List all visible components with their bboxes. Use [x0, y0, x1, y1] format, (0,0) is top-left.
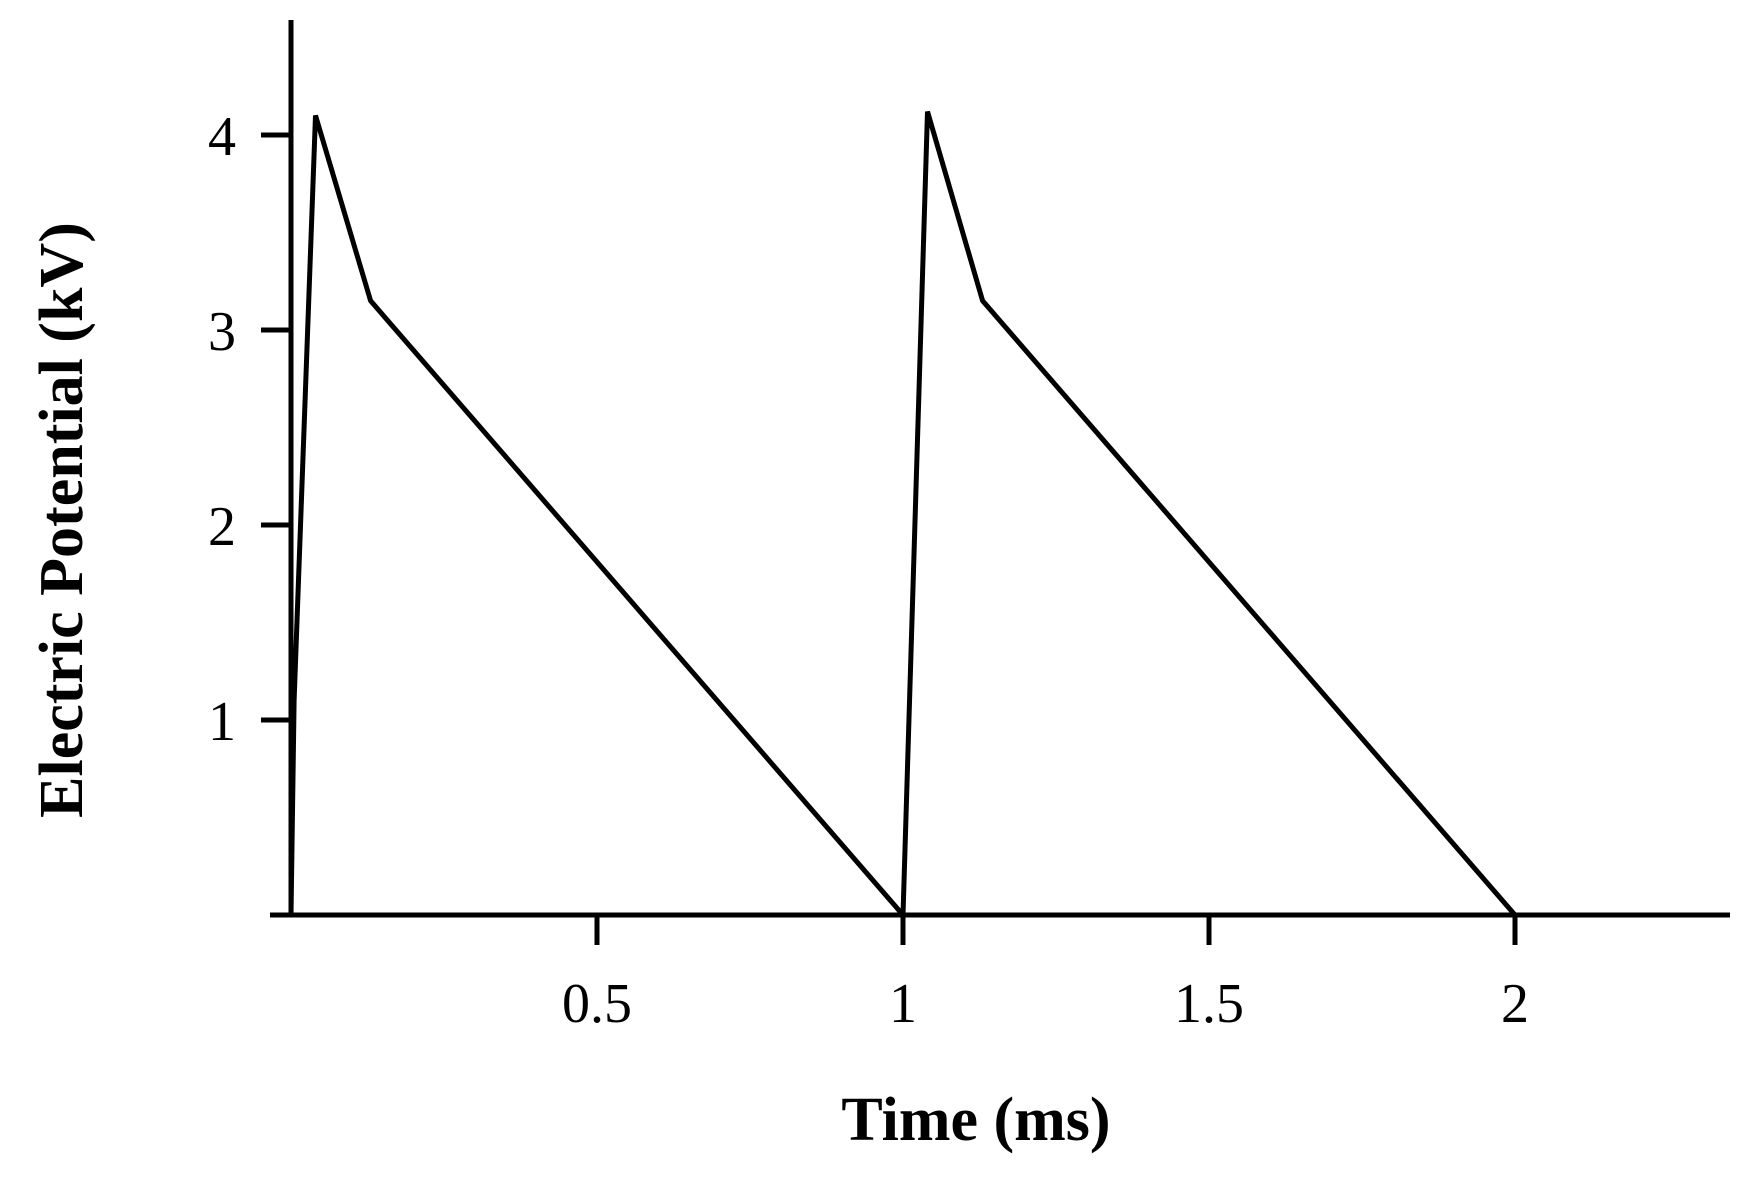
- y-tick-label: 2: [208, 496, 236, 558]
- y-axis-title: Electric Potential (kV): [28, 222, 96, 818]
- y-tick-label: 3: [208, 301, 236, 363]
- x-tick-label: 1.5: [1174, 973, 1244, 1035]
- series-line: [288, 110, 1517, 922]
- axes: [270, 20, 1730, 918]
- y-tick-label: 1: [208, 691, 236, 753]
- x-ticks: 0.5 1 1.5 2: [562, 915, 1529, 1035]
- x-tick-label: 0.5: [562, 973, 632, 1035]
- x-axis-title: Time (ms): [841, 1086, 1110, 1154]
- y-ticks: 1 2 3 4: [208, 106, 291, 753]
- x-tick-label: 2: [1501, 973, 1529, 1035]
- plot-area: [288, 110, 1517, 922]
- y-tick-label: 4: [208, 106, 236, 168]
- x-tick-label: 1: [889, 973, 917, 1035]
